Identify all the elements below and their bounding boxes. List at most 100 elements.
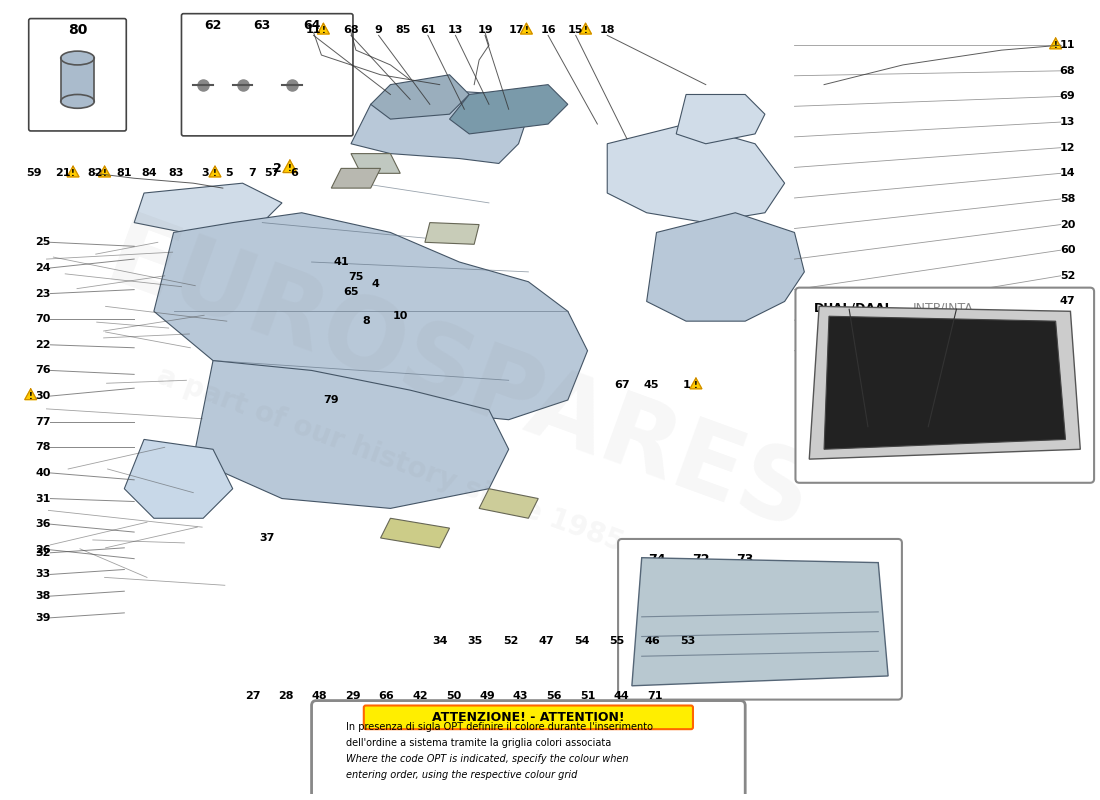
Text: 40: 40 [35,468,51,478]
Text: 76: 76 [35,366,52,375]
Polygon shape [631,558,888,686]
Polygon shape [810,306,1080,459]
Text: 43: 43 [513,690,528,701]
Polygon shape [425,222,480,244]
Text: !: ! [288,164,292,174]
Text: 16: 16 [540,26,556,35]
Text: 67: 67 [614,380,630,390]
Text: 26: 26 [35,545,52,555]
Polygon shape [67,166,79,177]
Polygon shape [520,23,532,34]
Text: 82: 82 [87,168,102,178]
Text: 85: 85 [396,26,411,35]
Text: 20: 20 [1060,219,1076,230]
Text: !: ! [332,739,337,748]
Text: 41: 41 [333,257,349,267]
Text: 66: 66 [378,690,394,701]
Text: dell'ordine a sistema tramite la griglia colori associata: dell'ordine a sistema tramite la griglia… [346,738,612,748]
Text: 24: 24 [35,263,52,273]
Text: In presenza di sigla OPT definire il colore durante l'inserimento: In presenza di sigla OPT definire il col… [346,722,653,732]
Text: 18: 18 [600,26,615,35]
Text: entering order, using the respective colour grid: entering order, using the respective col… [346,770,578,779]
Text: 81: 81 [117,168,132,178]
Text: 80: 80 [68,23,87,38]
FancyBboxPatch shape [182,14,353,136]
Text: 12: 12 [1060,142,1076,153]
Polygon shape [209,166,221,177]
Text: 68: 68 [343,26,359,35]
Text: 28: 28 [278,690,294,701]
Text: 70: 70 [35,314,51,324]
Polygon shape [194,361,508,509]
Polygon shape [351,154,400,174]
Text: 19: 19 [477,26,493,35]
Text: 6: 6 [290,168,298,178]
Text: 46: 46 [645,637,660,646]
Text: DUAL/DAAL: DUAL/DAAL [814,302,894,314]
Text: 58: 58 [1060,194,1076,204]
Text: 3: 3 [201,168,209,178]
FancyBboxPatch shape [795,288,1094,482]
Text: !: ! [694,381,697,390]
Text: 48: 48 [311,690,328,701]
Text: 62: 62 [205,19,222,32]
Text: 4: 4 [372,278,379,289]
Bar [60,58,95,102]
Polygon shape [824,316,1066,450]
Text: 39: 39 [35,613,51,623]
Text: 47: 47 [538,637,554,646]
Text: 79: 79 [323,395,339,405]
Polygon shape [25,389,36,400]
Text: 11: 11 [306,26,321,35]
Text: 27: 27 [244,690,261,701]
Text: INTP/INTA: INTP/INTA [913,302,974,314]
Text: 22: 22 [35,340,51,350]
Text: 60: 60 [1060,245,1076,255]
Text: 73: 73 [737,553,754,566]
Polygon shape [99,166,110,177]
Ellipse shape [60,94,95,108]
Text: 74: 74 [648,553,666,566]
Text: 2: 2 [273,162,282,175]
Text: 45: 45 [644,380,659,390]
Text: 68: 68 [1059,66,1076,76]
Text: 44: 44 [613,690,629,701]
Text: 8: 8 [362,316,370,326]
Text: 49: 49 [480,690,495,701]
Polygon shape [690,378,702,389]
Polygon shape [647,213,804,321]
Text: 51: 51 [580,690,595,701]
Text: !: ! [213,169,217,178]
Text: !: ! [1054,41,1057,50]
Text: 32: 32 [35,548,51,558]
Text: 13: 13 [1060,117,1076,127]
Text: 77: 77 [35,417,51,426]
Text: 53: 53 [681,637,695,646]
Polygon shape [331,168,381,188]
Text: 78: 78 [35,442,51,452]
Text: 83: 83 [168,168,184,178]
Text: ATTENZIONE! - ATTENTION!: ATTENZIONE! - ATTENTION! [432,711,625,724]
Text: 17: 17 [509,26,525,35]
Text: !: ! [321,26,326,35]
Polygon shape [283,160,297,173]
FancyBboxPatch shape [618,539,902,700]
Text: !: ! [102,169,107,178]
Text: 23: 23 [35,289,51,298]
Text: 1: 1 [682,380,690,390]
Polygon shape [381,518,450,548]
Text: 25: 25 [35,238,51,247]
Polygon shape [607,124,784,222]
Polygon shape [154,213,587,420]
Text: 84: 84 [141,168,157,178]
Text: 71: 71 [647,690,662,701]
Text: 38: 38 [35,591,51,601]
Text: 61: 61 [420,26,436,35]
Text: 15: 15 [568,26,583,35]
Text: 50: 50 [446,690,461,701]
Text: 65: 65 [343,286,359,297]
Text: 55: 55 [609,637,625,646]
Text: a part of our history since 1985: a part of our history since 1985 [153,362,628,557]
Text: 69: 69 [1059,91,1076,102]
Polygon shape [318,23,329,34]
